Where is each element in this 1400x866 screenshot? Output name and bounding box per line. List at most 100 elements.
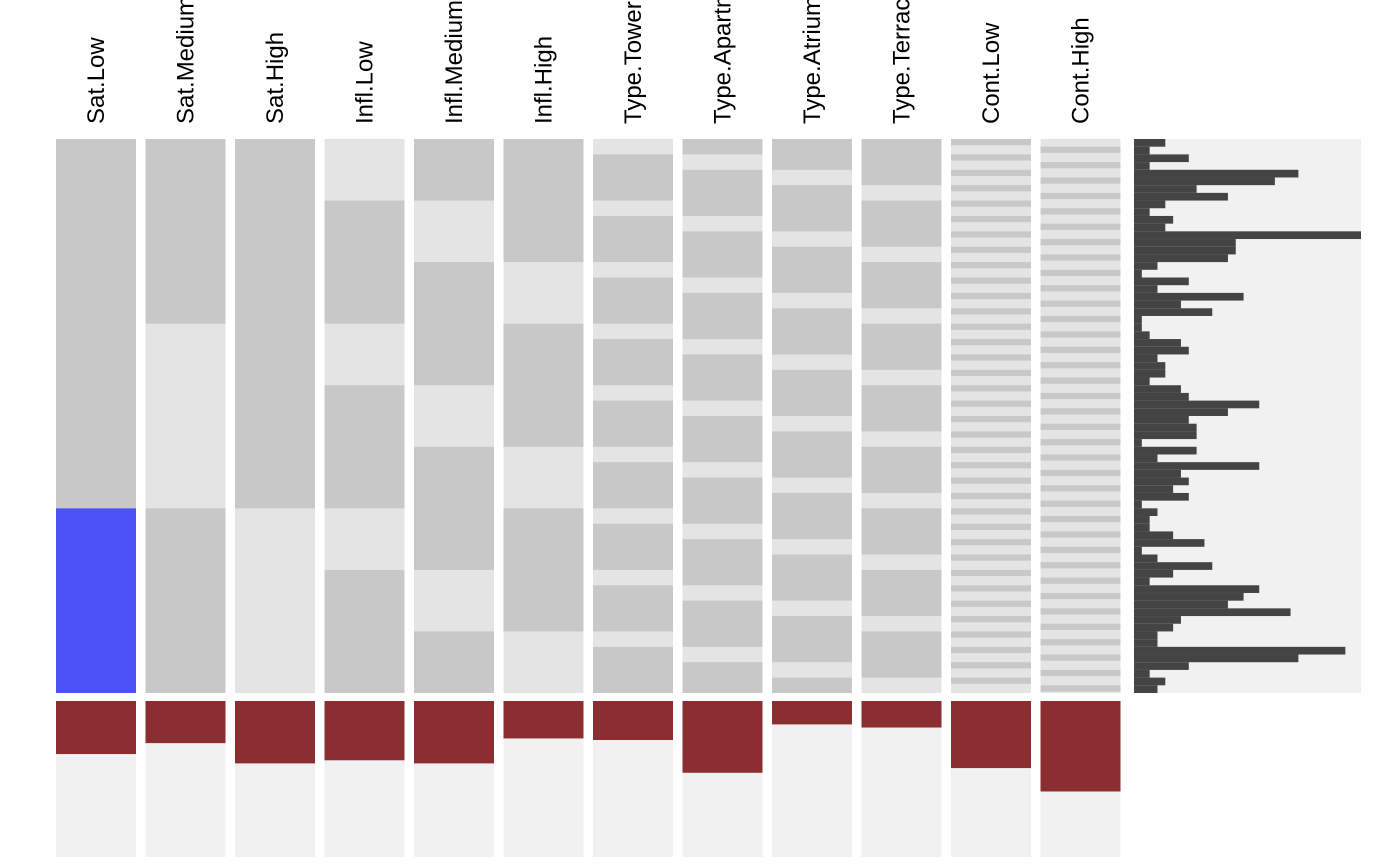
row-bar [1134,631,1158,640]
row-bar [1134,516,1150,524]
matrix-cell [951,154,1031,161]
matrix-cell [1040,546,1121,553]
row-bar [1134,646,1346,655]
frequency-bar [682,701,763,773]
row-bar [1134,469,1181,478]
frequency-bar [951,701,1031,769]
matrix-cell [1040,254,1121,261]
matrix-cell [235,139,315,509]
row-bar [1134,254,1228,263]
matrix-cell [951,539,1031,546]
matrix-cell [951,631,1031,638]
matrix-cell [951,246,1031,253]
matrix-cell [1040,516,1121,523]
frequency-bar [145,701,226,744]
column-label: Sat.Medium [173,0,200,124]
column-label: Type.Atrium [799,0,826,124]
row-bar [1134,139,1166,147]
matrix-cell [772,139,852,170]
matrix-cell [1040,300,1121,307]
matrix-cell [951,600,1031,607]
row-bar [1134,169,1299,178]
matrix-cell [1040,608,1121,615]
frequency-bar [235,701,315,764]
column-background [1040,139,1121,693]
frequency-bar [1040,701,1121,792]
matrix-cell [324,200,405,324]
row-bar [1134,477,1189,486]
row-bar [1134,162,1150,170]
matrix-cell [1040,454,1121,461]
matrix-cell [1040,577,1121,584]
row-bar [1134,585,1260,593]
matrix-cell [772,369,852,416]
matrix-cell [414,139,494,201]
matrix-cell [951,308,1031,315]
matrix-cell [56,139,136,509]
matrix-cell [1040,592,1121,600]
column-label: Infl.Low [352,41,379,124]
highlight-block [56,508,136,693]
row-bar [1134,231,1361,240]
matrix-cell [1040,423,1121,430]
row-bar [1134,454,1158,463]
matrix-cell [951,523,1031,530]
matrix-cell [1040,654,1121,661]
matrix-cell [1040,223,1121,230]
matrix-cell [1040,408,1121,415]
matrix-cell [772,308,852,355]
row-bar [1134,269,1142,278]
matrix-cell [951,354,1031,361]
row-bar [1134,616,1181,624]
matrix-cell [503,508,584,632]
row-bar [1134,369,1166,378]
frequency-bar [772,701,852,725]
matrix-cell [951,339,1031,346]
matrix-cell [951,569,1031,577]
row-bar [1134,392,1189,401]
matrix-cell [951,369,1031,377]
row-bar [1134,223,1166,232]
row-bar [1134,346,1189,355]
row-bar [1134,185,1197,193]
matrix-cell [772,185,852,232]
matrix-cell [682,169,763,216]
matrix-cell [951,446,1031,453]
row-bar [1134,239,1236,247]
matrix-cell [1040,439,1121,446]
matrix-cell [1040,362,1121,369]
frequency-background [772,701,852,857]
column-label: Infl.Medium [441,0,468,124]
matrix-cell [772,677,852,693]
matrix-cell [861,508,942,555]
row-bar [1134,531,1174,540]
matrix-cell [951,416,1031,423]
row-bar [1134,508,1158,517]
matrix-cell [682,292,763,340]
matrix-cell [1040,208,1121,215]
row-bar [1134,262,1158,270]
column-frequency-panel [56,701,1121,857]
matrix-cell [861,446,942,493]
matrix-cell [1040,315,1121,323]
row-bar [1134,669,1150,678]
frequency-bar [861,701,942,728]
row-bar [1134,208,1150,216]
matrix-cell [682,416,763,463]
row-bar [1134,562,1213,570]
matrix-cell [951,215,1031,223]
frequency-bar [414,701,494,764]
frequency-bar [593,701,673,740]
matrix-cell [1040,285,1121,292]
row-bar [1134,431,1197,440]
column-label: Sat.Low [83,37,110,124]
matrix-cell [682,231,763,278]
indicator-matrix [56,139,1121,693]
matrix-cell [503,323,584,447]
matrix-cell [1040,685,1121,692]
matrix-cell [951,616,1031,623]
matrix-cell [682,477,763,524]
matrix-cell [682,662,763,693]
matrix-cell [1040,531,1121,538]
row-bar [1134,292,1244,301]
